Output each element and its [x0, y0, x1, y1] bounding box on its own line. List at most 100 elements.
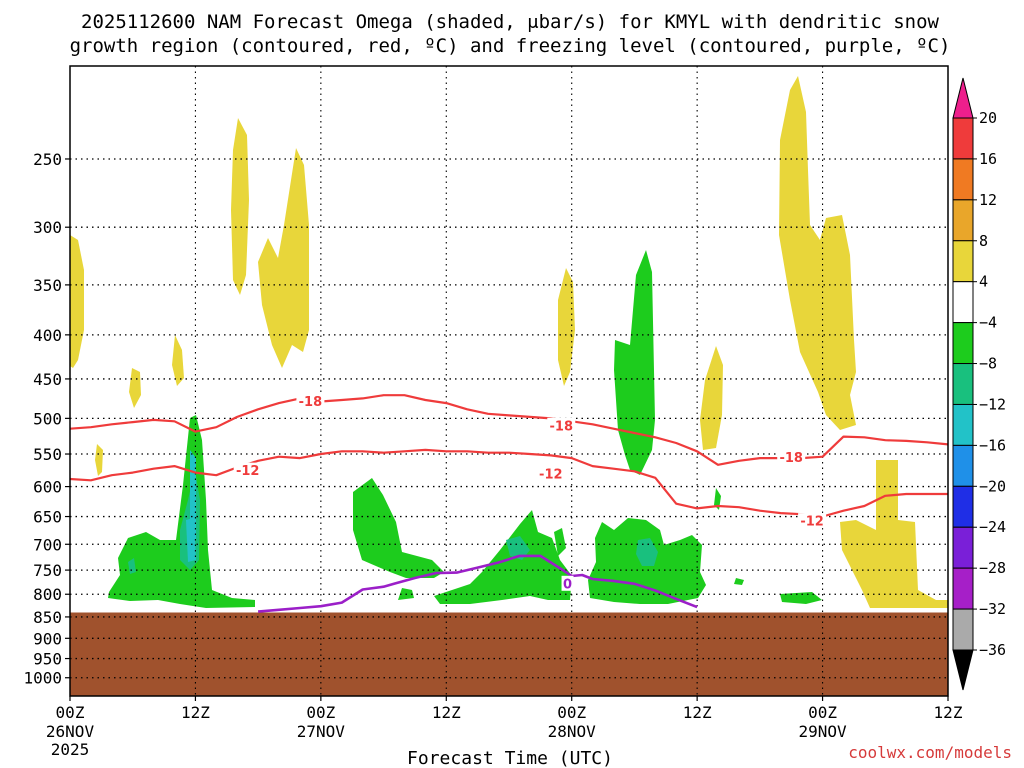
- y-tick-label: 450: [33, 370, 62, 389]
- y-tick-label: 950: [33, 650, 62, 669]
- omega-area: [734, 578, 744, 585]
- y-tick-label: 550: [33, 445, 62, 464]
- colorbar-label: −32: [979, 600, 1006, 618]
- chart-title-line2: growth region (contoured, red, ºC) and f…: [70, 35, 951, 57]
- omega-area: [258, 148, 309, 368]
- omega-area: [506, 536, 530, 560]
- omega-shading: [70, 76, 948, 696]
- x-tick-label: 00Z: [306, 703, 335, 722]
- contour-label-bg: [777, 449, 806, 465]
- omega-area: [700, 346, 723, 450]
- x-tick-label: 12Z: [432, 703, 461, 722]
- colorbar-swatch: [952, 403, 974, 446]
- contour-label: -12: [539, 467, 563, 482]
- omega-area: [128, 558, 136, 574]
- x-tick-date: 26NOV: [46, 722, 95, 741]
- contour-label: -18: [779, 451, 803, 466]
- contour-labels: -18 -18 -18 -12 -12 -12 0: [233, 393, 827, 592]
- colorbar-label: 16: [979, 150, 997, 168]
- contour-label-bg: [798, 513, 827, 529]
- contour-label-bg: [561, 575, 574, 591]
- x-tick-year: 2025: [51, 740, 90, 759]
- y-tick-label: 350: [33, 276, 62, 295]
- y-tick-label: 400: [33, 326, 62, 345]
- omega-area: [554, 528, 566, 556]
- y-tick-label: 850: [33, 608, 62, 627]
- omega-area: [172, 335, 184, 386]
- colorbar-label: −28: [979, 559, 1006, 577]
- colorbar-label: −20: [979, 477, 1006, 495]
- omega-area: [840, 460, 948, 608]
- y-axis: 250 300 350 400 450 500 550 600 650 700 750 800 850 9…: [23, 150, 70, 688]
- omega-area: [95, 444, 103, 476]
- contour-label-bg: [296, 393, 325, 409]
- colorbar-swatch: [952, 281, 974, 324]
- colorbar-label: −24: [979, 518, 1006, 536]
- colorbar-swatch: [952, 322, 974, 365]
- y-tick-label: 800: [33, 585, 62, 604]
- contour-label: -12: [800, 515, 824, 530]
- omega-area: [636, 538, 658, 566]
- omega-area: [231, 118, 249, 295]
- y-tick-label: 300: [33, 218, 62, 237]
- freezing-level-contour: [257, 554, 698, 613]
- y-tick-label: 600: [33, 478, 62, 497]
- colorbar-label: −12: [979, 395, 1006, 413]
- y-tick-label: 1000: [23, 669, 62, 688]
- terrain-below-ground: [70, 612, 948, 696]
- omega-area: [780, 592, 822, 604]
- omega-area: [558, 268, 575, 386]
- plot-frame: [69, 65, 949, 697]
- omega-area: [614, 250, 655, 475]
- omega-area: [779, 76, 856, 430]
- colorbar-swatch: [952, 240, 974, 283]
- colorbar-swatch: [952, 485, 974, 528]
- x-tick-date: 27NOV: [297, 722, 346, 741]
- x-axis-label: Forecast Time (UTC): [407, 748, 613, 768]
- colorbar-swatch: [952, 199, 974, 242]
- y-tick-label: 650: [33, 508, 62, 527]
- contour-label: 0: [563, 577, 572, 592]
- colorbar-top-arrow: [952, 77, 974, 119]
- y-tick-label: 500: [33, 409, 62, 428]
- colorbar-label: −8: [979, 355, 997, 373]
- x-tick-label: 00Z: [56, 703, 85, 722]
- omega-area: [714, 488, 721, 510]
- contour-label-bg: [233, 462, 262, 478]
- chart-title-line1: 2025112600 NAM Forecast Omega (shaded, μ…: [81, 11, 939, 33]
- colorbar-swatch: [952, 444, 974, 487]
- colorbar: 20 16 12 8 4 −4 −8 −12 −16 −20 −24 −28 −32 −36: [952, 77, 1006, 691]
- omega-area: [108, 415, 255, 608]
- x-tick-date: 28NOV: [548, 722, 597, 741]
- colorbar-swatch: [952, 363, 974, 405]
- colorbar-label: −4: [979, 314, 997, 332]
- colorbar-label: 8: [979, 232, 988, 250]
- colorbar-bottom-arrow: [952, 649, 974, 691]
- contour-label: -18: [299, 395, 323, 410]
- x-tick-label: 12Z: [181, 703, 210, 722]
- contour-label-bg: [536, 465, 565, 481]
- colorbar-swatch: [952, 117, 974, 160]
- credit-text: coolwx.com/models: [848, 743, 1012, 762]
- colorbar-label: 20: [979, 109, 997, 127]
- omega-area: [186, 518, 196, 562]
- y-tick-label: 750: [33, 561, 62, 580]
- y-tick-label: 900: [33, 629, 62, 648]
- x-tick-label: 00Z: [808, 703, 837, 722]
- omega-area: [434, 510, 572, 604]
- colorbar-swatch: [952, 526, 974, 569]
- colorbar-swatch: [952, 158, 974, 201]
- x-tick-label: 12Z: [934, 703, 963, 722]
- contour-label: -12: [236, 464, 260, 479]
- omega-area: [129, 368, 141, 408]
- x-tick-label: 12Z: [683, 703, 712, 722]
- colorbar-swatch: [952, 567, 974, 610]
- contour-label-bg: [547, 417, 576, 433]
- colorbar-swatch: [952, 608, 974, 651]
- y-tick-label: 700: [33, 535, 62, 554]
- y-tick-label: 250: [33, 150, 62, 169]
- colorbar-label: 4: [979, 273, 988, 291]
- colorbar-label: 12: [979, 191, 997, 209]
